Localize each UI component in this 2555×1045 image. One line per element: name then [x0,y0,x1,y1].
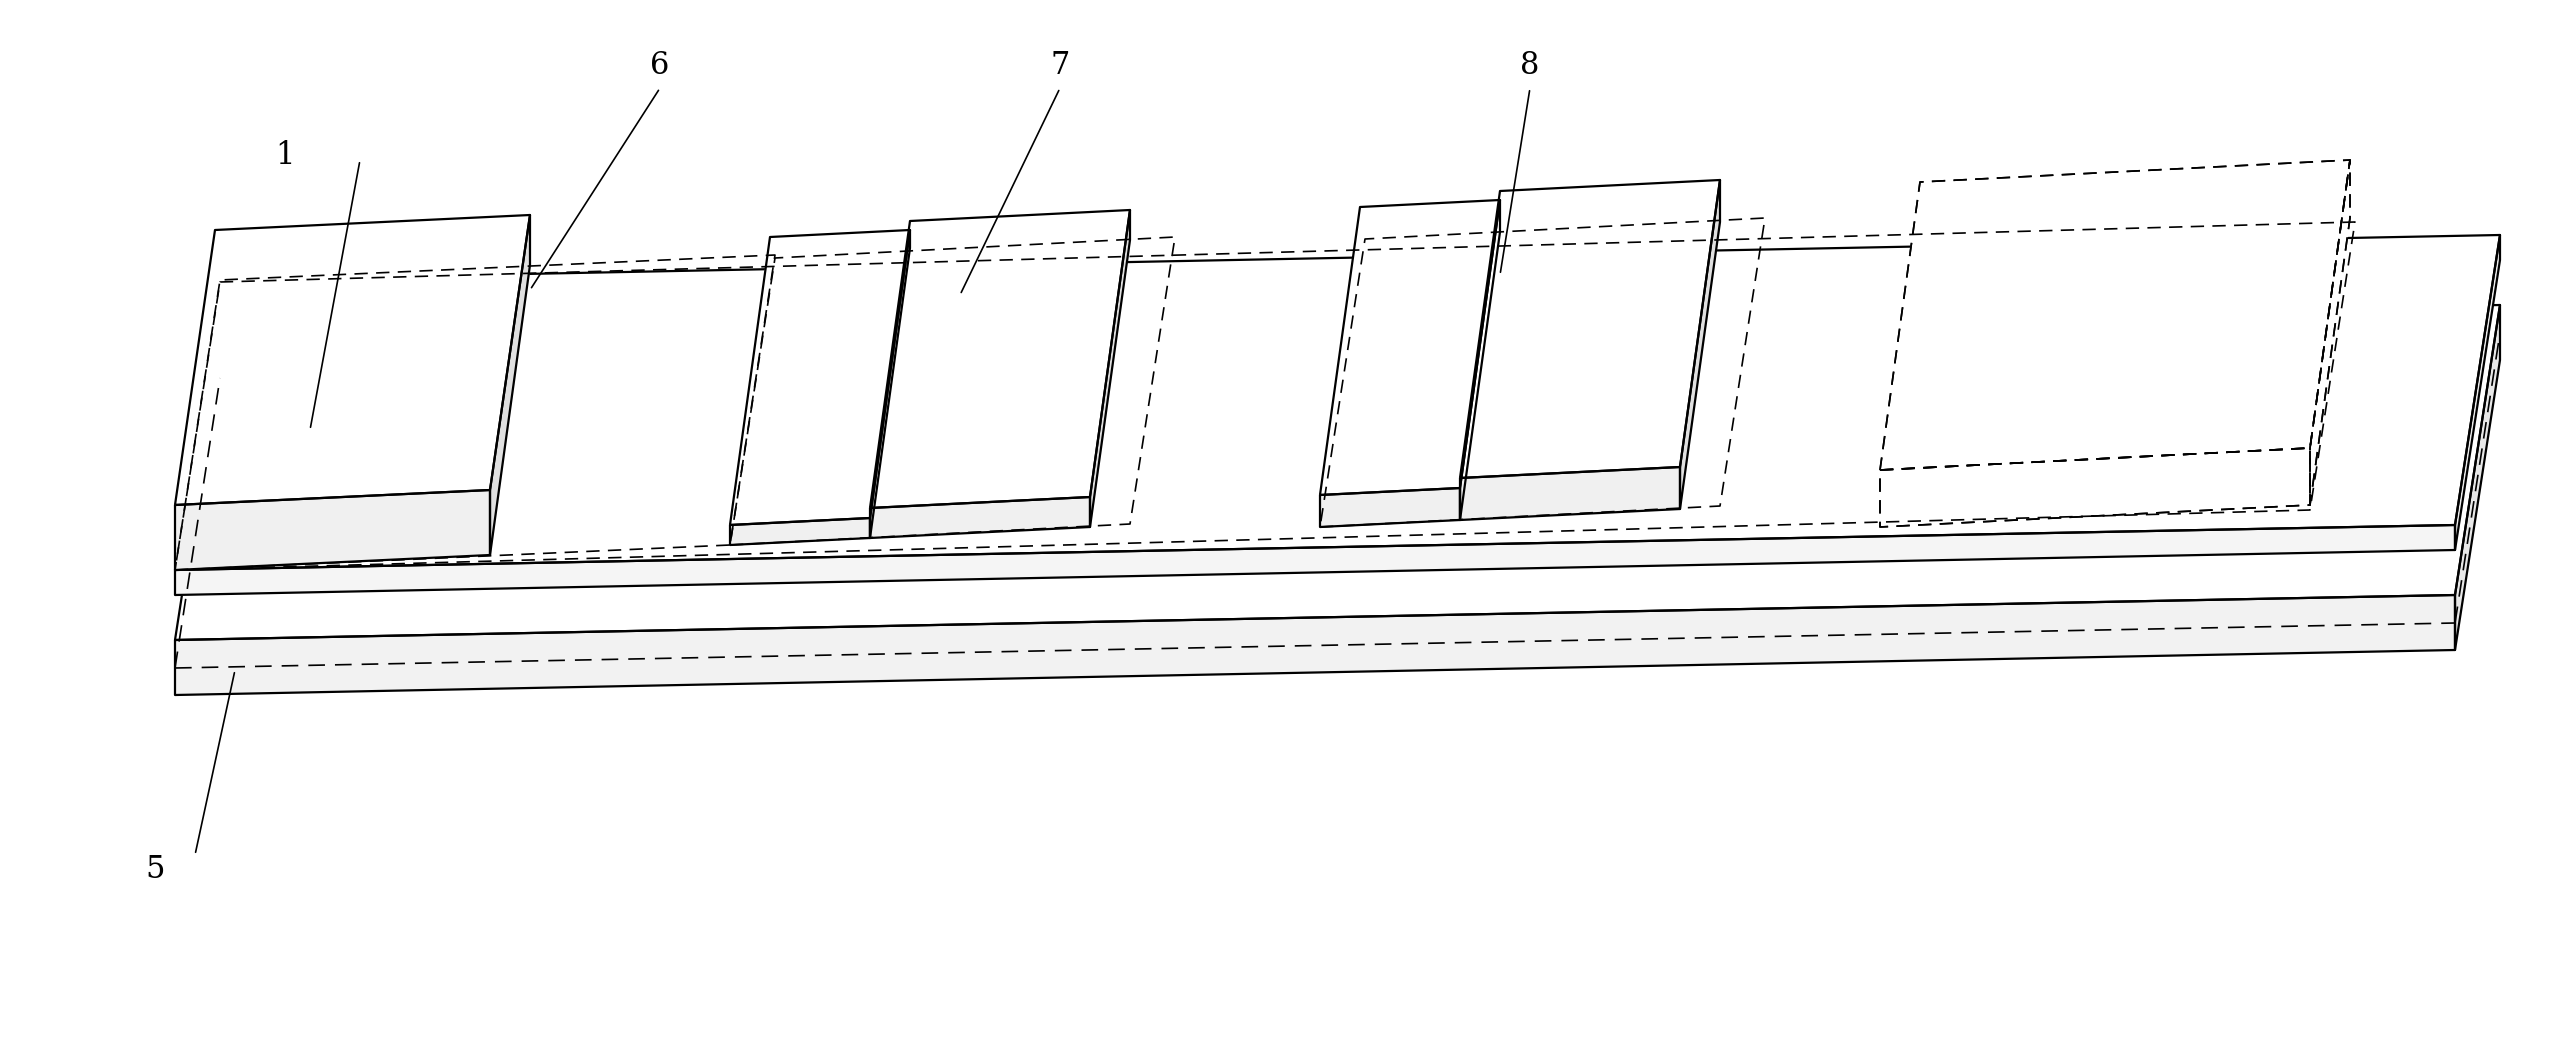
Text: 6: 6 [652,49,669,80]
Polygon shape [2310,160,2351,505]
Polygon shape [871,210,1129,508]
Polygon shape [871,230,910,538]
Polygon shape [731,518,871,545]
Polygon shape [1880,160,2351,470]
Polygon shape [1459,180,1720,478]
Polygon shape [871,497,1091,538]
Polygon shape [174,525,2455,595]
Text: 5: 5 [146,855,164,885]
Text: 1: 1 [276,139,294,170]
Polygon shape [2455,305,2499,650]
Polygon shape [174,235,2499,570]
Polygon shape [1880,448,2310,527]
Polygon shape [731,230,910,525]
Polygon shape [1459,467,1681,520]
Polygon shape [174,305,2499,640]
Polygon shape [174,595,2455,695]
Text: 8: 8 [1520,49,1541,80]
Polygon shape [1321,488,1459,527]
Polygon shape [174,490,491,570]
Polygon shape [1459,200,1500,520]
Polygon shape [1681,180,1720,509]
Polygon shape [174,215,529,505]
Polygon shape [491,215,529,555]
Text: 7: 7 [1050,49,1071,80]
Polygon shape [1321,200,1500,495]
Polygon shape [2455,235,2499,550]
Polygon shape [1091,210,1129,527]
